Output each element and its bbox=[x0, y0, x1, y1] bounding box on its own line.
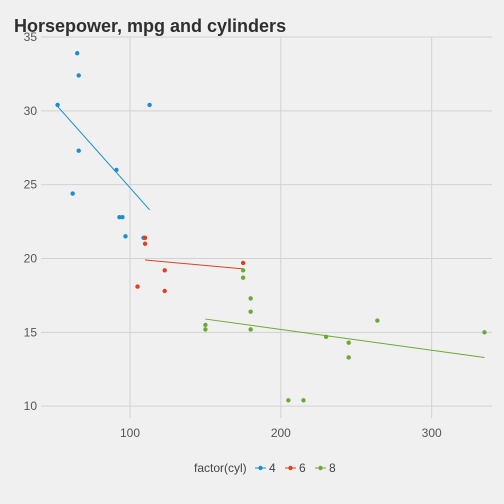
legend: factor(cyl) 4 6 8 bbox=[194, 461, 336, 475]
y-tick-label-35: 35 bbox=[24, 30, 38, 44]
grid-lines bbox=[41, 36, 492, 418]
y-tick-label-20: 20 bbox=[24, 252, 38, 266]
data-point-cyl-4 bbox=[114, 167, 119, 173]
fit-line-cyl-4 bbox=[57, 106, 150, 211]
data-point-cyl-8 bbox=[203, 322, 208, 328]
data-point-cyl-6 bbox=[142, 241, 148, 246]
fit-line-cyl-6 bbox=[145, 259, 244, 270]
chart-title: Horsepower, mpg and cylinders bbox=[14, 16, 286, 36]
data-point-cyl-8 bbox=[323, 334, 329, 339]
legend-key-point-8 bbox=[318, 465, 323, 471]
data-point-cyl-6 bbox=[135, 284, 140, 289]
legend-label-4: 4 bbox=[269, 461, 276, 475]
data-point-cyl-8 bbox=[248, 327, 253, 332]
data-point-cyl-6 bbox=[142, 235, 148, 241]
legend-label-8: 8 bbox=[329, 461, 336, 475]
data-point-cyl-4 bbox=[76, 148, 81, 153]
data-point-cyl-4 bbox=[76, 73, 81, 78]
legend-title: factor(cyl) bbox=[194, 461, 247, 475]
data-point-cyl-8 bbox=[482, 330, 487, 335]
legend-label-6: 6 bbox=[299, 461, 306, 475]
data-point-cyl-8 bbox=[375, 318, 380, 323]
data-point-cyl-8 bbox=[203, 327, 208, 332]
data-point-cyl-8 bbox=[346, 355, 351, 360]
data-point-cyl-4 bbox=[123, 234, 128, 239]
data-point-cyl-6 bbox=[240, 260, 246, 266]
fit-line-cyl-8 bbox=[205, 318, 485, 358]
data-point-cyl-4 bbox=[70, 191, 75, 196]
x-tick-label-100: 100 bbox=[120, 426, 140, 440]
data-point-cyl-8 bbox=[240, 268, 246, 273]
legend-key-point-6 bbox=[288, 465, 293, 471]
data-point-cyl-4 bbox=[75, 51, 80, 56]
y-tick-label-25: 25 bbox=[24, 178, 38, 192]
data-point-cyl-4 bbox=[117, 214, 122, 220]
data-point-cyl-4 bbox=[147, 102, 152, 108]
data-point-cyl-8 bbox=[286, 398, 291, 403]
y-tick-label-30: 30 bbox=[24, 104, 38, 118]
axis-labels: 100 200 300 10 15 20 25 30 35 bbox=[24, 30, 442, 440]
data-point-cyl-6 bbox=[162, 288, 167, 294]
data-point-cyl-4 bbox=[120, 214, 125, 220]
data-point-cyl-8 bbox=[301, 398, 306, 403]
x-tick-label-200: 200 bbox=[271, 426, 291, 440]
fit-lines bbox=[57, 106, 485, 358]
data-point-cyl-6 bbox=[162, 268, 167, 273]
x-tick-label-300: 300 bbox=[422, 426, 442, 440]
data-point-cyl-8 bbox=[346, 340, 351, 345]
data-points bbox=[55, 51, 487, 403]
y-tick-label-10: 10 bbox=[24, 399, 38, 413]
y-tick-label-15: 15 bbox=[24, 325, 38, 339]
data-point-cyl-4 bbox=[55, 102, 60, 108]
legend-key-point-4 bbox=[258, 465, 263, 471]
data-point-cyl-8 bbox=[248, 309, 253, 314]
data-point-cyl-8 bbox=[248, 296, 253, 301]
data-point-cyl-8 bbox=[240, 275, 246, 280]
